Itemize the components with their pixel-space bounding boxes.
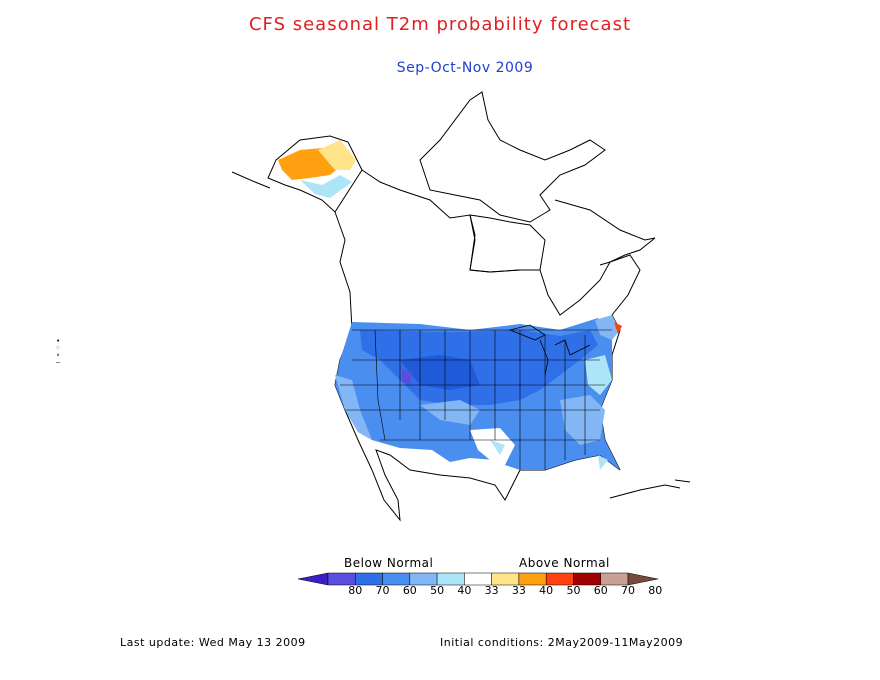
usa-shading [335, 315, 622, 470]
legend-tick-label: 80 [648, 584, 663, 597]
map-edge-mark: • ♢ ∘ – [56, 337, 61, 366]
above-normal-label: Above Normal [519, 556, 610, 570]
cuba [609, 484, 681, 499]
antilles [674, 479, 691, 483]
baffin-island [554, 199, 656, 266]
arctic-islands [419, 91, 606, 223]
legend-tick-label: 60 [402, 584, 417, 597]
legend-tick-label: 50 [430, 584, 445, 597]
legend-tick-label: 40 [539, 584, 554, 597]
chart-title: CFS seasonal T2m probability forecast [248, 14, 632, 35]
initial-conditions-text: Initial conditions: 2May2009-11May2009 [440, 636, 684, 649]
legend-tick-label: 80 [348, 584, 363, 597]
season-subtitle: Sep-Oct-Nov 2009 [396, 60, 534, 76]
legend-tick-label: 70 [375, 584, 390, 597]
hudson-bay [469, 214, 546, 273]
last-update-text: Last update: Wed May 13 2009 [120, 636, 306, 649]
legend-tick-label: 33 [511, 584, 526, 597]
aleutian-chain [231, 171, 271, 189]
legend-arrow-high [627, 572, 658, 586]
legend-colorbar [298, 572, 658, 586]
legend-tick-label: 40 [457, 584, 472, 597]
legend-arrow-low [298, 572, 329, 586]
legend-tick-label: 50 [566, 584, 581, 597]
state-borders [340, 329, 612, 470]
legend-tick-label: 70 [621, 584, 635, 597]
great-lakes [508, 324, 591, 376]
alaska-shading [278, 140, 356, 198]
north-america-map [231, 91, 691, 522]
legend-tick-label: 33 [484, 584, 499, 597]
legend-tick-label: 60 [593, 584, 608, 597]
below-normal-label: Below Normal [344, 556, 434, 570]
